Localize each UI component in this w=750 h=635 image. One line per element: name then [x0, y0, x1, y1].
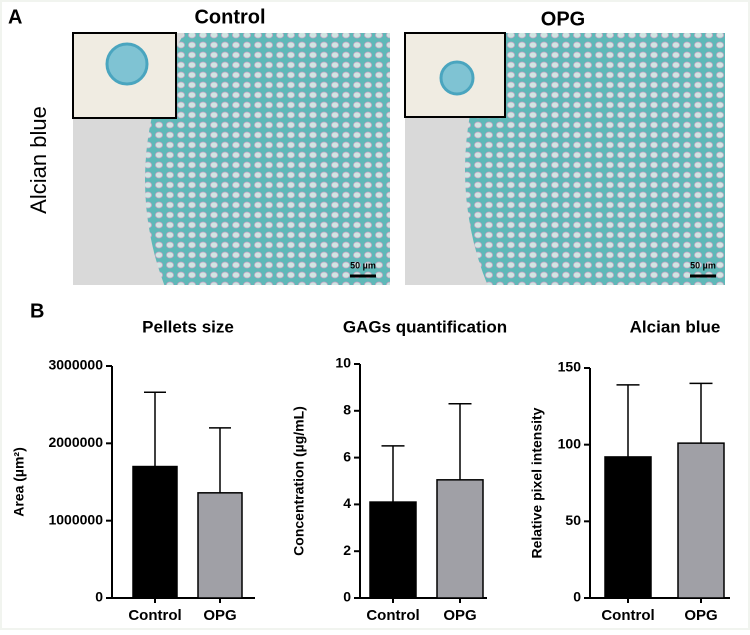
- x-tick-label: OPG: [684, 607, 717, 624]
- inset-pellet: [439, 60, 475, 96]
- y-axis-label: Relative pixel intensity: [529, 407, 545, 558]
- bar: [132, 465, 178, 599]
- inset-pellet: [105, 42, 149, 86]
- y-tick-label: 2: [343, 542, 351, 558]
- column-title: OPG: [541, 8, 585, 30]
- y-tick-label: 0: [95, 589, 103, 605]
- panel-label: B: [30, 300, 44, 322]
- bar: [677, 442, 725, 599]
- y-tick-label: 0: [573, 589, 581, 605]
- scale-label: 50 µm: [690, 260, 716, 270]
- panel-label: A: [8, 6, 22, 28]
- y-tick-label: 50: [565, 512, 581, 528]
- y-tick-label: 10: [335, 355, 351, 371]
- bar: [436, 479, 484, 599]
- y-axis-label: Concentration (µg/mL): [291, 406, 307, 556]
- bar: [369, 501, 417, 599]
- chart-title: GAGs quantification: [343, 317, 507, 336]
- chart-title: Pellets size: [142, 317, 234, 336]
- y-tick-label: 4: [343, 495, 351, 511]
- y-tick-label: 100: [558, 435, 582, 451]
- row-label: Alcian blue: [26, 106, 51, 214]
- x-tick-label: OPG: [443, 607, 476, 624]
- y-tick-label: 1000000: [48, 511, 103, 527]
- x-tick-label: Control: [128, 607, 181, 624]
- y-tick-label: 3000000: [48, 357, 103, 373]
- y-axis-label: Area (µm²): [11, 447, 27, 517]
- y-tick-label: 2000000: [48, 434, 103, 450]
- chart-title: Alcian blue: [630, 317, 721, 336]
- column-title: Control: [194, 6, 265, 28]
- y-tick-label: 150: [558, 359, 582, 375]
- x-tick-label: Control: [601, 607, 654, 624]
- inset: [404, 32, 506, 118]
- bar: [197, 492, 243, 599]
- y-tick-label: 6: [343, 448, 351, 464]
- x-tick-label: Control: [366, 607, 419, 624]
- y-tick-label: 0: [343, 589, 351, 605]
- scale-label: 50 µm: [350, 260, 376, 270]
- bar: [604, 456, 652, 599]
- x-tick-label: OPG: [203, 607, 236, 624]
- y-tick-label: 8: [343, 402, 351, 418]
